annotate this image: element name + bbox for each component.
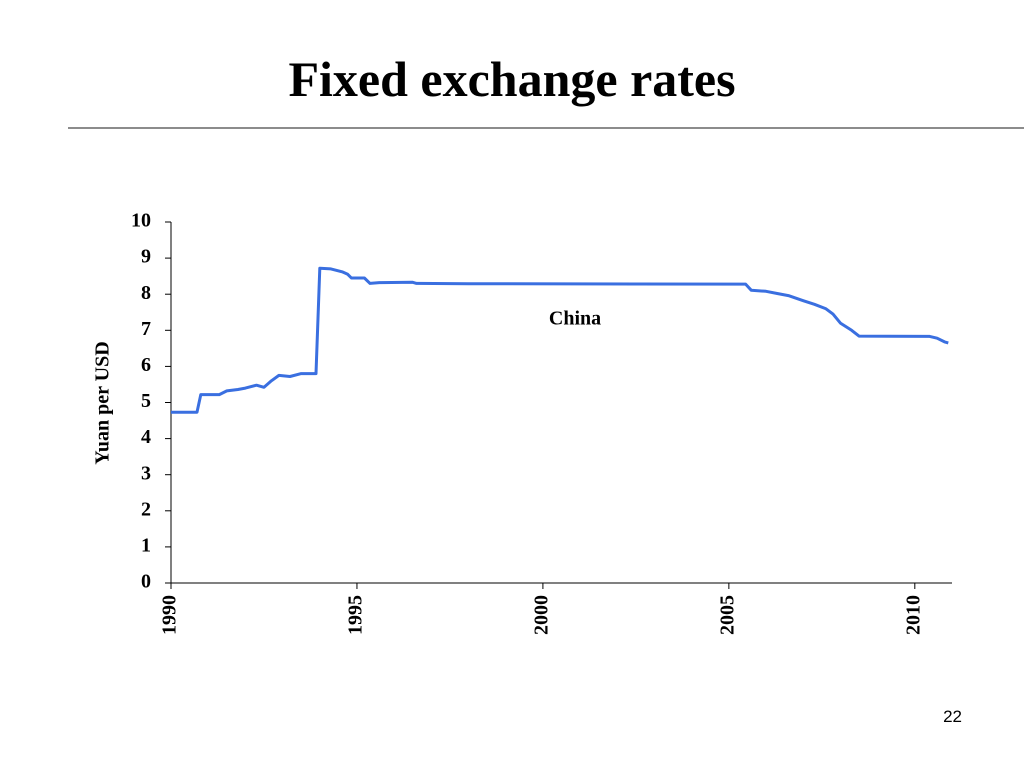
y-tick-label: 7 bbox=[141, 318, 151, 340]
y-axis-label: Yuan per USD bbox=[92, 341, 114, 464]
y-tick-label: 5 bbox=[141, 390, 151, 412]
y-tick-label: 4 bbox=[141, 426, 151, 448]
x-tick-label: 2005 bbox=[716, 595, 738, 635]
y-tick-label: 1 bbox=[141, 534, 151, 556]
page-number: 22 bbox=[943, 707, 962, 726]
y-tick-label: 3 bbox=[141, 462, 151, 484]
line bbox=[171, 266, 949, 414]
x-tick-label: 1990 bbox=[159, 595, 181, 635]
title-rule bbox=[68, 127, 1024, 129]
x-tick-label: 1995 bbox=[345, 595, 367, 635]
x-tick-label: 2010 bbox=[902, 595, 924, 635]
y-tick-label: 6 bbox=[141, 354, 151, 376]
series-label: China bbox=[549, 308, 601, 330]
slide-title: Fixed exchange rates bbox=[288, 51, 736, 107]
y-tick-label: 2 bbox=[141, 498, 151, 520]
y-tick-label: 9 bbox=[141, 246, 151, 268]
y-tick-label: 0 bbox=[141, 571, 151, 593]
y-tick-label: 8 bbox=[141, 282, 151, 304]
y-tick-label: 10 bbox=[131, 210, 151, 232]
x-tick-label: 2000 bbox=[530, 595, 552, 635]
